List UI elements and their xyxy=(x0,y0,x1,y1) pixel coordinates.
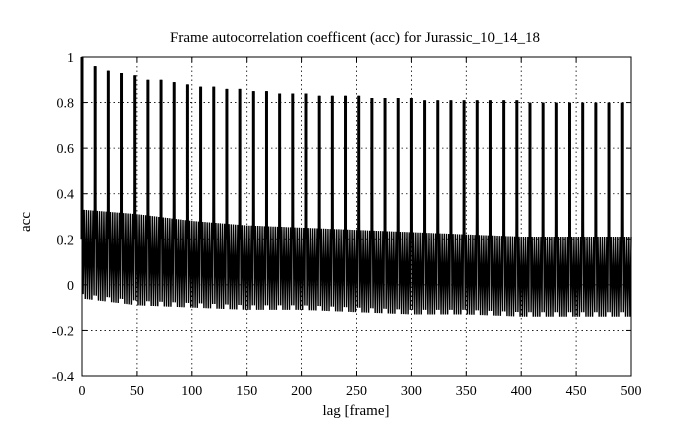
y-tick-label: -0.2 xyxy=(52,324,74,339)
y-tick-label: 0.6 xyxy=(57,142,75,157)
x-tick-label: 200 xyxy=(291,384,312,399)
x-tick-label: 250 xyxy=(346,384,367,399)
x-tick-label: 0 xyxy=(79,384,86,399)
x-tick-label: 500 xyxy=(621,384,642,399)
x-tick-label: 400 xyxy=(511,384,532,399)
y-tick-label: 0.4 xyxy=(57,188,75,203)
chart-title: Frame autocorrelation coefficent (acc) f… xyxy=(170,30,540,46)
y-tick-label: 0 xyxy=(67,279,74,294)
x-tick-label: 100 xyxy=(181,384,202,399)
x-tick-label: 300 xyxy=(401,384,422,399)
x-axis-label: lag [frame] xyxy=(322,403,389,419)
axes: 0 50 100 150 200 250 300 350 400 450 500 -0.4 -0.2 0 0… xyxy=(52,51,642,399)
acc-series xyxy=(80,56,632,317)
y-tick-label: 1 xyxy=(67,51,74,66)
y-axis-label: acc xyxy=(18,212,34,232)
x-tick-label: 450 xyxy=(566,384,587,399)
x-tick-label: 50 xyxy=(130,384,144,399)
y-tick-label: 0.2 xyxy=(57,233,75,248)
x-tick-label: 150 xyxy=(236,384,257,399)
y-tick-label: -0.4 xyxy=(52,370,74,385)
grid xyxy=(82,57,631,376)
x-tick-label: 350 xyxy=(456,384,477,399)
y-tick-label: 0.8 xyxy=(57,97,75,112)
acc-series-line xyxy=(81,56,632,317)
